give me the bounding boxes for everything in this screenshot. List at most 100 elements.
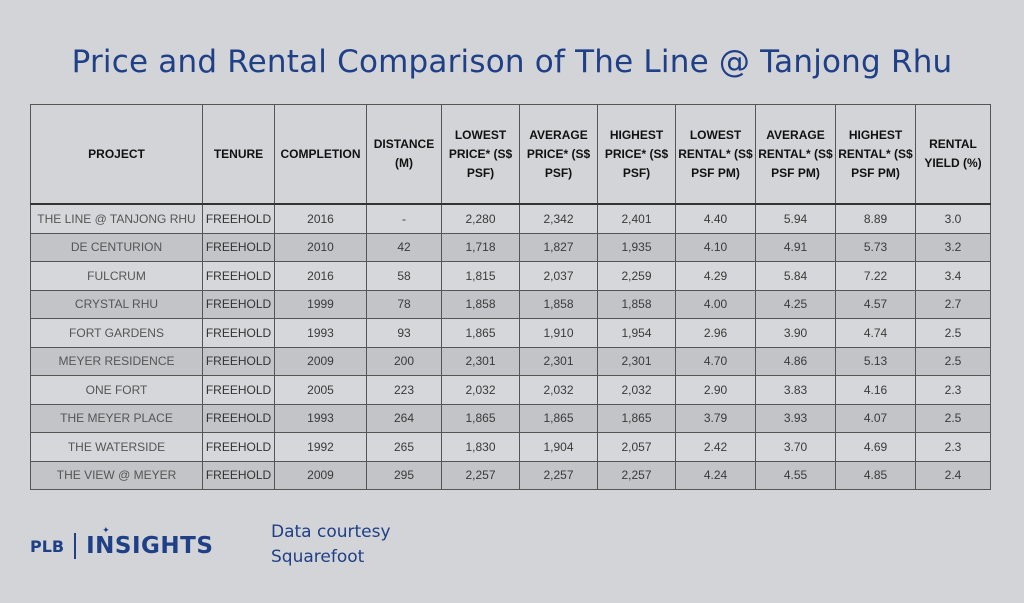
cell-highest-rental: 4.07 — [835, 403, 916, 433]
cell-yield: 3.2 — [915, 232, 991, 262]
cell-project: THE WATERSIDE — [30, 432, 203, 462]
logo-insights-text: INSIGHTS — [86, 533, 214, 559]
cell-yield: 2.5 — [915, 318, 991, 348]
cell-lowest-rental: 4.29 — [675, 261, 756, 291]
header-highest-rental: HIGHEST RENTAL* (S$ PSF PM) — [835, 104, 916, 205]
table-row: THE VIEW @ MEYER FREEHOLD 2009 295 2,257 2,25… — [30, 460, 991, 490]
cell-lowest-price: 1,718 — [441, 232, 520, 262]
cell-tenure: FREEHOLD — [202, 232, 275, 262]
table-row: CRYSTAL RHU FREEHOLD 1999 78 1,858 1,858 1,858… — [30, 289, 991, 319]
cell-distance: 295 — [366, 460, 442, 490]
cell-average-rental: 4.25 — [755, 289, 836, 319]
cell-project: THE VIEW @ MEYER — [30, 460, 203, 490]
table-row: THE MEYER PLACE FREEHOLD 1993 264 1,865 1,865… — [30, 403, 991, 433]
cell-average-rental: 4.86 — [755, 346, 836, 376]
cell-distance: 93 — [366, 318, 442, 348]
cell-lowest-price: 1,865 — [441, 403, 520, 433]
header-project: PROJECT — [30, 104, 203, 205]
cell-highest-rental: 7.22 — [835, 261, 916, 291]
cell-completion: 2010 — [274, 232, 367, 262]
cell-average-price: 2,032 — [519, 375, 598, 405]
cell-average-rental: 4.55 — [755, 460, 836, 490]
cell-yield: 2.4 — [915, 460, 991, 490]
cell-lowest-rental: 2.42 — [675, 432, 756, 462]
cell-distance: 58 — [366, 261, 442, 291]
cell-highest-rental: 5.73 — [835, 232, 916, 262]
cell-yield: 2.3 — [915, 432, 991, 462]
cell-highest-rental: 4.74 — [835, 318, 916, 348]
cell-tenure: FREEHOLD — [202, 203, 275, 234]
courtesy-line-2: Squarefoot — [271, 547, 365, 567]
header-average-rental: AVERAGE RENTAL* (S$ PSF PM) — [755, 104, 836, 205]
cell-highest-price: 1,858 — [597, 289, 676, 319]
cell-lowest-price: 1,858 — [441, 289, 520, 319]
table-row: DE CENTURION FREEHOLD 2010 42 1,718 1,827 1,93… — [30, 232, 991, 262]
lightbulb-icon: ✦ — [102, 526, 111, 536]
cell-project: FORT GARDENS — [30, 318, 203, 348]
page-title: Price and Rental Comparison of The Line … — [71, 44, 953, 80]
cell-completion: 2016 — [274, 261, 367, 291]
cell-yield: 2.5 — [915, 346, 991, 376]
cell-project: ONE FORT — [30, 375, 203, 405]
header-rental-yield: RENTAL YIELD (%) — [915, 104, 991, 205]
cell-lowest-rental: 4.70 — [675, 346, 756, 376]
cell-average-price: 1,827 — [519, 232, 598, 262]
cell-distance: 265 — [366, 432, 442, 462]
cell-project: CRYSTAL RHU — [30, 289, 203, 319]
table-row: FORT GARDENS FREEHOLD 1993 93 1,865 1,910 1,95… — [30, 318, 991, 348]
cell-tenure: FREEHOLD — [202, 375, 275, 405]
courtesy-line-1: Data courtesy — [271, 522, 391, 542]
cell-project: MEYER RESIDENCE — [30, 346, 203, 376]
cell-highest-rental: 4.69 — [835, 432, 916, 462]
table-row: FULCRUM FREEHOLD 2016 58 1,815 2,037 2,259 4.29… — [30, 261, 991, 291]
cell-tenure: FREEHOLD — [202, 261, 275, 291]
cell-lowest-rental: 4.24 — [675, 460, 756, 490]
cell-lowest-price: 2,280 — [441, 203, 520, 234]
cell-lowest-price: 1,865 — [441, 318, 520, 348]
cell-distance: 78 — [366, 289, 442, 319]
cell-yield: 2.7 — [915, 289, 991, 319]
cell-project: THE MEYER PLACE — [30, 403, 203, 433]
cell-highest-rental: 4.16 — [835, 375, 916, 405]
cell-project: DE CENTURION — [30, 232, 203, 262]
cell-average-price: 1,858 — [519, 289, 598, 319]
cell-highest-price: 1,935 — [597, 232, 676, 262]
cell-distance: - — [366, 203, 442, 234]
header-highest-price: HIGHEST PRICE* (S$ PSF) — [597, 104, 676, 205]
cell-completion: 1993 — [274, 403, 367, 433]
cell-distance: 42 — [366, 232, 442, 262]
cell-average-rental: 5.84 — [755, 261, 836, 291]
cell-yield: 2.3 — [915, 375, 991, 405]
cell-highest-price: 1,865 — [597, 403, 676, 433]
cell-lowest-price: 2,301 — [441, 346, 520, 376]
cell-tenure: FREEHOLD — [202, 289, 275, 319]
cell-lowest-price: 1,815 — [441, 261, 520, 291]
cell-average-rental: 4.91 — [755, 232, 836, 262]
cell-highest-price: 2,032 — [597, 375, 676, 405]
header-tenure: TENURE — [202, 104, 275, 205]
cell-lowest-rental: 4.40 — [675, 203, 756, 234]
cell-highest-rental: 4.85 — [835, 460, 916, 490]
header-lowest-rental: LOWEST RENTAL* (S$ PSF PM) — [675, 104, 756, 205]
cell-completion: 1993 — [274, 318, 367, 348]
cell-completion: 2009 — [274, 346, 367, 376]
cell-highest-rental: 4.57 — [835, 289, 916, 319]
cell-distance: 223 — [366, 375, 442, 405]
cell-highest-rental: 8.89 — [835, 203, 916, 234]
plb-insights-logo: PLB ✦ INSIGHTS — [30, 526, 214, 559]
cell-lowest-rental: 4.10 — [675, 232, 756, 262]
cell-lowest-rental: 4.00 — [675, 289, 756, 319]
cell-average-rental: 5.94 — [755, 203, 836, 234]
cell-completion: 2016 — [274, 203, 367, 234]
logo-plb: PLB — [30, 536, 65, 556]
cell-tenure: FREEHOLD — [202, 403, 275, 433]
cell-average-rental: 3.83 — [755, 375, 836, 405]
cell-average-price: 1,865 — [519, 403, 598, 433]
cell-highest-price: 2,257 — [597, 460, 676, 490]
cell-distance: 200 — [366, 346, 442, 376]
comparison-table: PROJECT TENURE COMPLETION DISTANCE (M) L… — [30, 104, 991, 490]
logo-insights: ✦ INSIGHTS — [86, 526, 214, 559]
cell-project: FULCRUM — [30, 261, 203, 291]
cell-lowest-price: 1,830 — [441, 432, 520, 462]
header-average-price: AVERAGE PRICE* (S$ PSF) — [519, 104, 598, 205]
